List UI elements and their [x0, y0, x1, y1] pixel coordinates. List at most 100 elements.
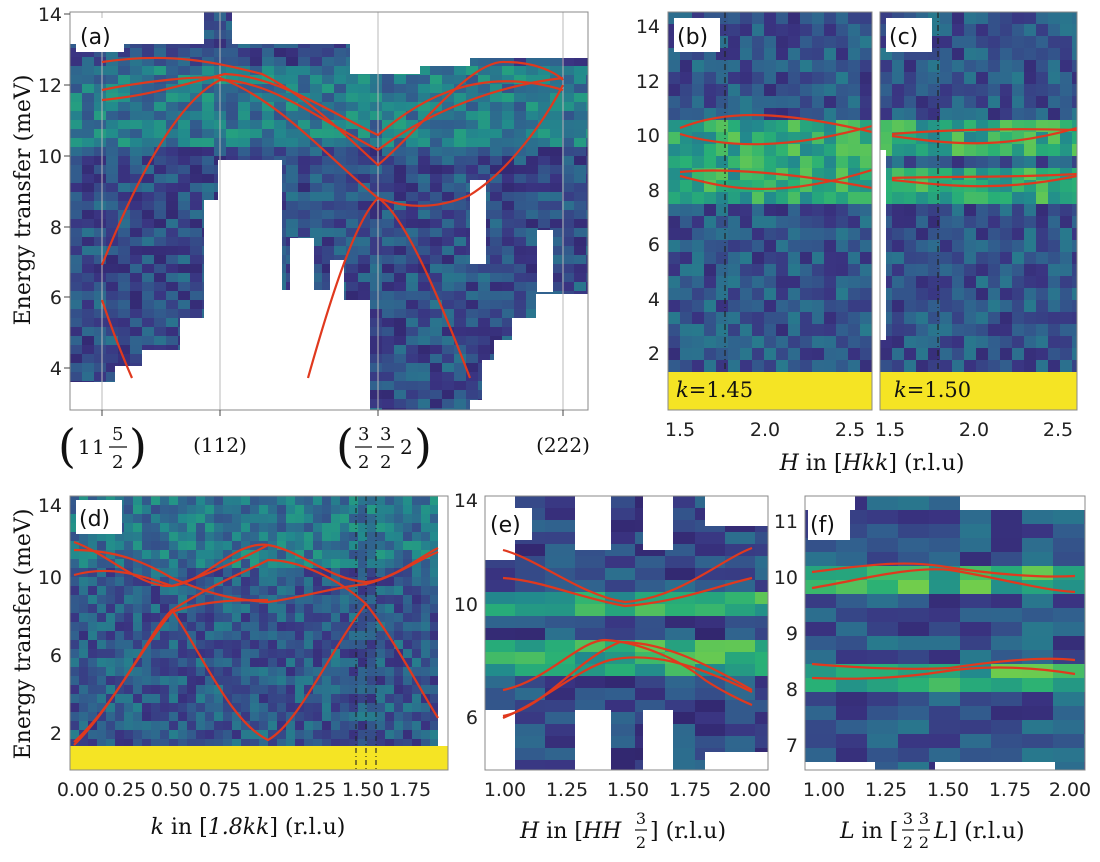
heatmap-cell [976, 48, 989, 61]
heatmap-cell [1048, 144, 1061, 157]
heatmap-cell [430, 730, 440, 740]
heatmap-cell [1024, 324, 1037, 337]
heatmap-cell [692, 144, 705, 157]
heatmap-cell [776, 360, 789, 373]
heatmap-cell [202, 147, 215, 157]
heatmap-cell [130, 165, 143, 175]
heatmap-cell [867, 692, 899, 707]
heatmap-cell [514, 66, 527, 76]
heatmap-cell [752, 324, 765, 337]
heatmap-cell [940, 108, 953, 121]
heatmap-cell [79, 613, 89, 623]
heatmap-cell [268, 676, 278, 686]
heatmap-cell [286, 604, 296, 614]
heatmap-cell [812, 48, 825, 61]
heatmap-cell [166, 111, 179, 121]
heatmap-cell [680, 324, 693, 337]
heatmap-cell [526, 57, 539, 67]
heatmap-cell [550, 273, 563, 283]
heatmap-cell [178, 309, 191, 319]
heatmap-cell [187, 730, 197, 740]
heatmap-cell [1036, 120, 1049, 133]
heatmap-cell [812, 108, 825, 121]
heatmap-cell [764, 288, 777, 301]
heatmap-cell [232, 739, 242, 749]
heatmap-cell [370, 345, 383, 355]
heatmap-cell [304, 667, 314, 677]
heatmap-cell [430, 649, 440, 659]
heatmap-cell [430, 147, 443, 157]
heatmap-cell [904, 276, 917, 289]
heatmap-cell [940, 144, 953, 157]
heatmap-cell [1022, 692, 1054, 707]
heatmap-cell [154, 291, 167, 301]
heatmap-cell [430, 246, 443, 256]
heatmap-cell [232, 658, 242, 668]
heatmap-cell [1012, 216, 1025, 229]
heatmap-cell [454, 273, 467, 283]
heatmap-cell [442, 75, 455, 85]
heatmap-cell [575, 640, 606, 653]
heatmap-cell [403, 658, 413, 668]
heatmap-cell [394, 264, 407, 274]
heatmap-cell [952, 312, 965, 325]
heatmap-cell [430, 622, 440, 632]
heatmap-cell [562, 66, 575, 76]
heatmap-cell [115, 667, 125, 677]
heatmap-cell [1048, 60, 1061, 73]
heatmap-cell [340, 595, 350, 605]
heatmap-cell [586, 174, 588, 184]
heatmap-cell [133, 505, 143, 515]
a-ytick-4: 4 [50, 358, 62, 380]
heatmap-cell [848, 216, 861, 229]
heatmap-cell [370, 111, 383, 121]
heatmap-cell [70, 354, 83, 364]
heatmap-cell [538, 156, 551, 166]
heatmap-cell [575, 604, 606, 617]
heatmap-cell [376, 586, 386, 596]
heatmap-cell [196, 721, 206, 731]
heatmap-cell [412, 595, 422, 605]
heatmap-cell [976, 144, 989, 157]
heatmap-cell [385, 586, 395, 596]
heatmap-cell [232, 649, 242, 659]
heatmap-cell [286, 183, 299, 193]
heatmap-cell [1036, 84, 1049, 97]
heatmap-cell [97, 631, 107, 641]
heatmap-cell [394, 309, 407, 319]
heatmap-cell [898, 538, 930, 553]
heatmap-cell [764, 204, 777, 217]
heatmap-cell [394, 165, 407, 175]
heatmap-cell [916, 252, 929, 265]
heatmap-cell [836, 276, 849, 289]
heatmap-cell [574, 210, 587, 220]
heatmap-cell [385, 667, 395, 677]
a-ytick-8: 8 [50, 217, 62, 239]
heatmap-cell [1000, 336, 1013, 349]
heatmap-cell [418, 237, 431, 247]
heatmap-cell [788, 288, 801, 301]
heatmap-cell [349, 559, 359, 569]
heatmap-cell [755, 532, 768, 545]
heatmap-cell [526, 273, 539, 283]
heatmap-cell [991, 678, 1023, 693]
heatmap-cell [79, 586, 89, 596]
heatmap-cell [166, 246, 179, 256]
heatmap-cell [515, 640, 546, 653]
heatmap-cell [79, 550, 89, 560]
heatmap-cell [187, 577, 197, 587]
heatmap-cell [118, 111, 131, 121]
heatmap-cell [1072, 360, 1077, 373]
heatmap-cell [166, 336, 179, 346]
heatmap-cell [310, 201, 323, 211]
heatmap-cell [728, 216, 741, 229]
heatmap-cell [262, 75, 275, 85]
heatmap-cell [860, 360, 872, 373]
heatmap-cell [418, 84, 431, 94]
heatmap-cell [928, 360, 941, 373]
heatmap-cell [358, 282, 371, 292]
heatmap-cell [250, 559, 260, 569]
heatmap-cell [430, 712, 440, 722]
heatmap-cell [394, 363, 407, 373]
heatmap-cell [668, 240, 681, 253]
